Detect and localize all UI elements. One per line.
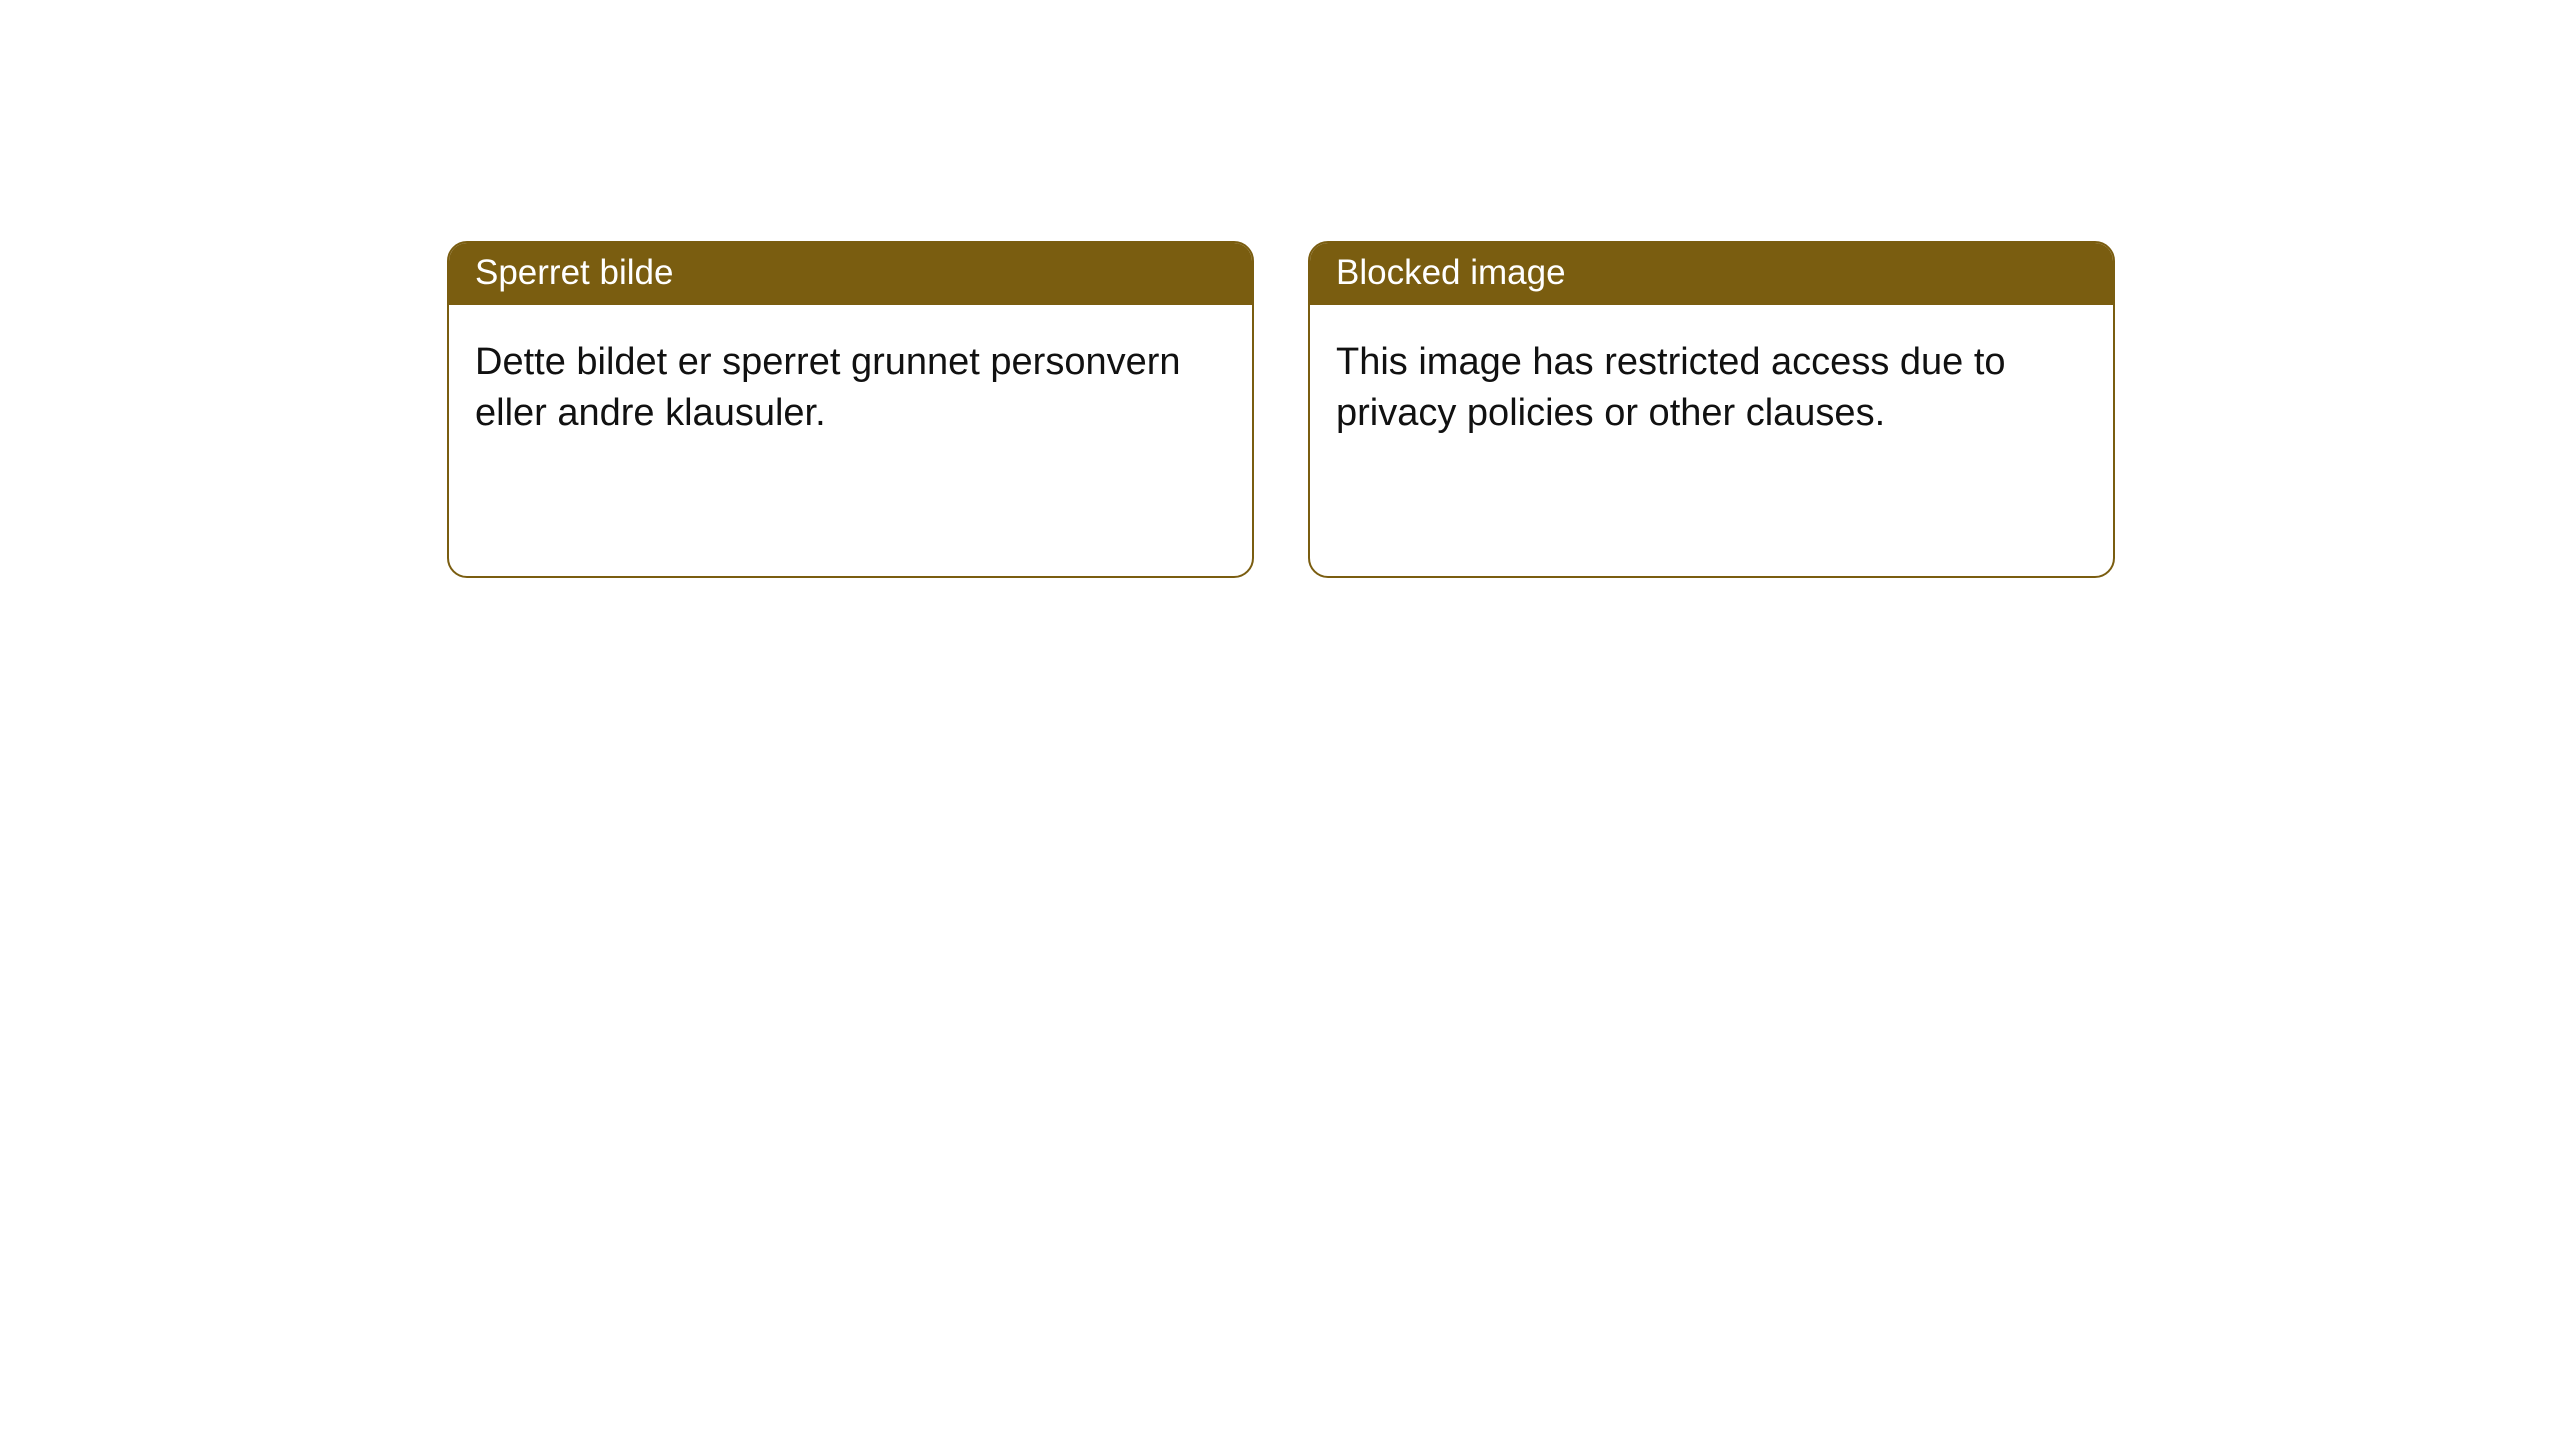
- notice-body-text: Dette bildet er sperret grunnet personve…: [475, 341, 1181, 434]
- notice-title: Blocked image: [1336, 253, 1566, 292]
- notice-header: Sperret bilde: [449, 243, 1252, 305]
- notice-card-english: Blocked image This image has restricted …: [1308, 241, 2115, 578]
- notice-container: Sperret bilde Dette bildet er sperret gr…: [0, 0, 2560, 578]
- notice-title: Sperret bilde: [475, 253, 673, 292]
- notice-card-norwegian: Sperret bilde Dette bildet er sperret gr…: [447, 241, 1254, 578]
- notice-header: Blocked image: [1310, 243, 2113, 305]
- notice-body: Dette bildet er sperret grunnet personve…: [449, 305, 1252, 472]
- notice-body: This image has restricted access due to …: [1310, 305, 2113, 472]
- notice-body-text: This image has restricted access due to …: [1336, 341, 2006, 434]
